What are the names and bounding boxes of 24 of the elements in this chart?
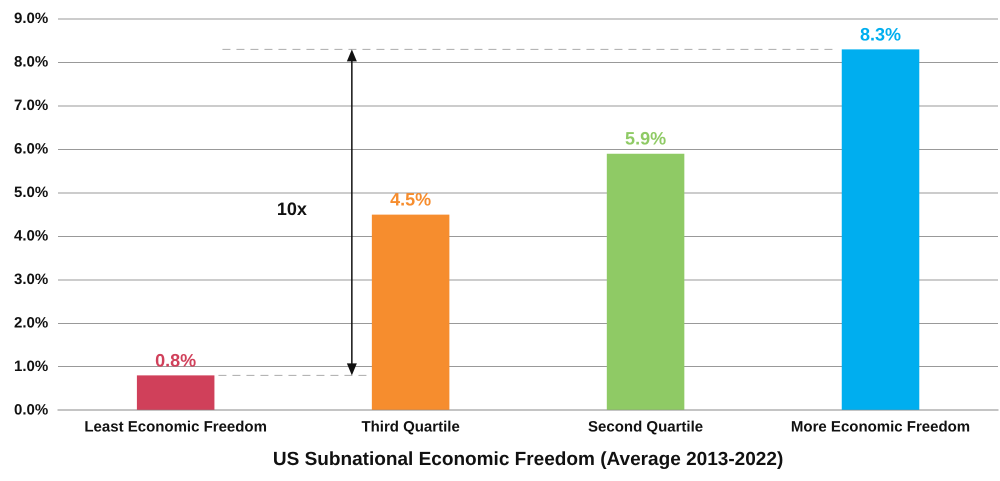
y-tick-label: 9.0%: [14, 10, 48, 28]
y-tick-label: 1.0%: [14, 358, 48, 375]
bar: [136, 375, 214, 410]
data-label: 0.8%: [155, 350, 196, 370]
y-tick-label: 6.0%: [14, 140, 48, 158]
x-tick-label: Second Quartile: [588, 418, 704, 436]
data-label: 5.9%: [625, 128, 666, 149]
bar: [842, 49, 920, 410]
data-label: 8.3%: [860, 24, 902, 44]
x-tick-label: Least Economic Freedom: [84, 418, 267, 436]
y-tick-label: 8.0%: [14, 54, 48, 71]
y-tick-label: 7.0%: [14, 97, 48, 114]
bar: [372, 214, 450, 410]
x-tick-label: More Economic Freedom: [790, 418, 970, 436]
x-tick-label: Third Quartile: [361, 418, 460, 436]
y-tick-label: 4.0%: [14, 227, 48, 244]
y-tick-label: 0.0%: [14, 401, 48, 418]
y-tick-label: 2.0%: [14, 314, 48, 332]
y-tick-label: 5.0%: [14, 184, 48, 202]
data-label: 4.5%: [390, 190, 432, 210]
x-axis-title: US Subnational Economic Freedom (Average 2013-2022): [272, 448, 784, 470]
y-tick-label: 3.0%: [14, 270, 48, 288]
bar: [606, 154, 684, 410]
annotation: 10x: [276, 199, 307, 220]
